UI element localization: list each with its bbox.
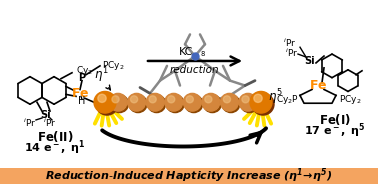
Circle shape (112, 96, 119, 103)
Circle shape (185, 95, 203, 113)
Circle shape (240, 95, 259, 113)
Circle shape (223, 96, 231, 103)
Text: $^{i}$Pr: $^{i}$Pr (285, 47, 299, 59)
Text: $^{i}$Pr: $^{i}$Pr (283, 37, 296, 49)
Text: $_8$: $_8$ (200, 49, 206, 59)
Bar (0, 168, 378, 184)
Text: $\mathbf{Fe}$: $\mathbf{Fe}$ (71, 87, 89, 100)
Circle shape (110, 95, 129, 113)
Text: Cy$_2$: Cy$_2$ (76, 64, 93, 77)
Text: Br: Br (94, 100, 105, 110)
Circle shape (148, 95, 166, 113)
Circle shape (250, 91, 272, 113)
Circle shape (127, 93, 146, 111)
Circle shape (239, 93, 257, 111)
Text: $\mathbf{14\ e^-,\ \eta^1}$: $\mathbf{14\ e^-,\ \eta^1}$ (24, 138, 86, 157)
Text: KC: KC (179, 47, 193, 57)
Circle shape (186, 96, 194, 103)
Text: $\mathbf{Fe(II)}$: $\mathbf{Fe(II)}$ (37, 129, 73, 144)
Circle shape (166, 95, 184, 113)
Text: reduction: reduction (169, 65, 219, 75)
Circle shape (165, 93, 183, 111)
Text: $\mathbf{Fe}$: $\mathbf{Fe}$ (309, 79, 327, 92)
Text: PCy$_2$: PCy$_2$ (339, 93, 361, 106)
Text: $\bfit{Reduction\text{-}Induced\ Hapticity\ Increase\ (\eta^1 \!\rightarrow\! \e: $\bfit{Reduction\text{-}Induced\ Haptici… (45, 167, 333, 185)
Circle shape (130, 96, 138, 103)
Text: Si: Si (305, 56, 315, 66)
Text: Si: Si (41, 110, 51, 120)
Circle shape (222, 95, 240, 113)
Circle shape (98, 94, 106, 102)
Text: $\mathbf{17\ e^-,\ \eta^5}$: $\mathbf{17\ e^-,\ \eta^5}$ (304, 122, 366, 140)
Circle shape (129, 95, 147, 113)
Text: $\mathbf{Fe(I)}$: $\mathbf{Fe(I)}$ (319, 112, 351, 128)
Circle shape (242, 96, 249, 103)
Circle shape (254, 94, 262, 102)
Text: $\eta^1$: $\eta^1$ (94, 65, 108, 85)
Circle shape (202, 93, 220, 111)
Circle shape (109, 93, 127, 111)
Circle shape (146, 93, 164, 111)
Text: H: H (78, 96, 86, 106)
Text: P: P (79, 73, 85, 83)
Circle shape (183, 93, 201, 111)
Circle shape (203, 95, 222, 113)
Circle shape (96, 93, 118, 115)
Text: $^{i}$Pr: $^{i}$Pr (23, 117, 37, 129)
Text: $^{i}$Pr: $^{i}$Pr (43, 117, 57, 129)
Circle shape (220, 93, 239, 111)
Circle shape (205, 96, 212, 103)
Circle shape (167, 96, 175, 103)
Text: Cy$_2$P: Cy$_2$P (276, 93, 299, 106)
Circle shape (149, 96, 156, 103)
Text: PCy$_2$: PCy$_2$ (102, 59, 124, 72)
Circle shape (252, 93, 274, 115)
Circle shape (94, 91, 116, 113)
Text: $\eta^5$: $\eta^5$ (268, 88, 282, 107)
